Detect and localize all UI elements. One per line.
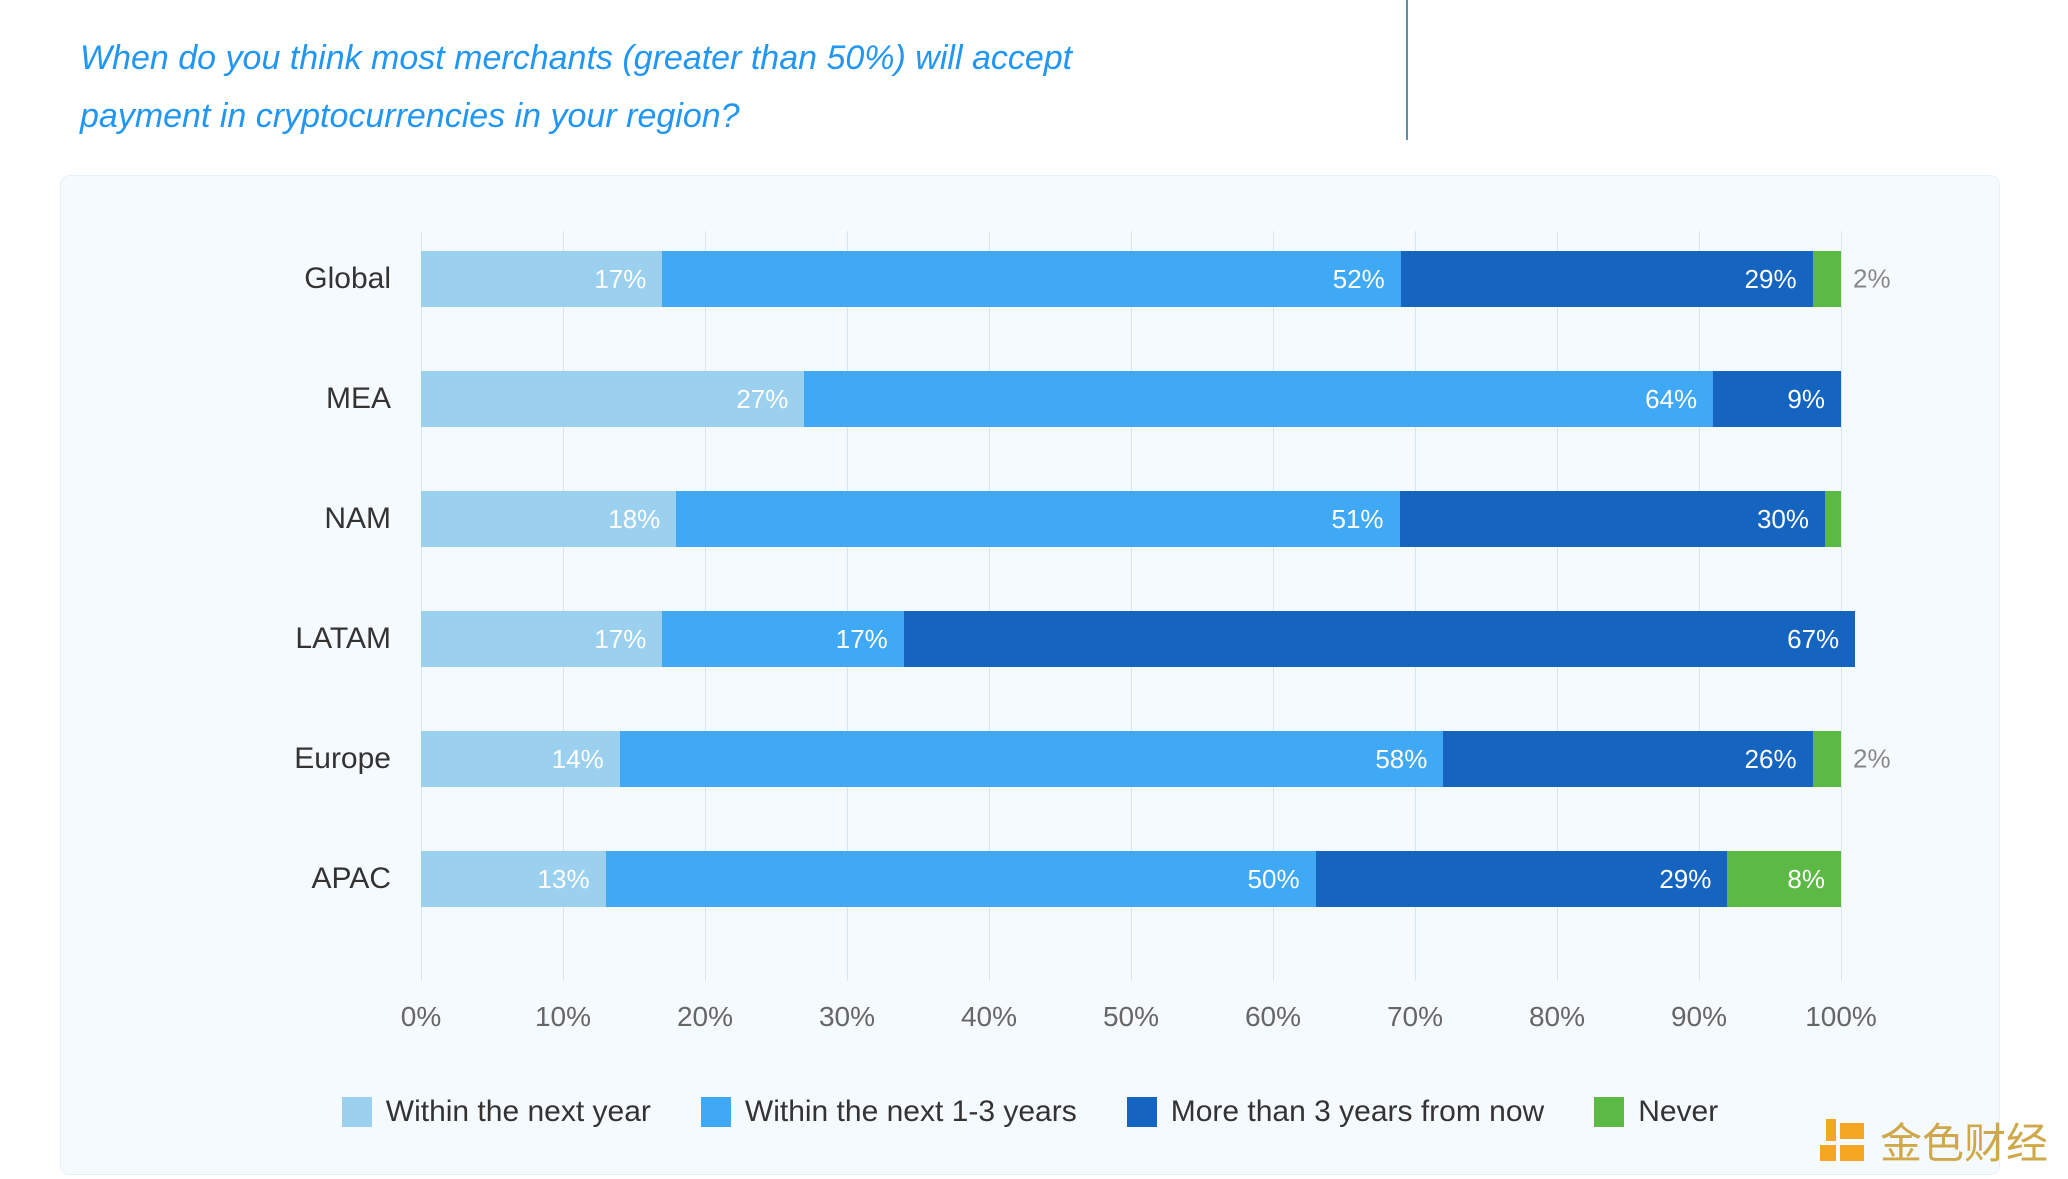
row-label: NAM [324,502,391,536]
row-label: APAC [312,862,391,896]
logo-icon [1816,1115,1868,1167]
chart-area: 0%10%20%30%40%50%60%70%80%90%100%Global1… [421,231,1841,981]
chart-panel: 0%10%20%30%40%50%60%70%80%90%100%Global1… [60,175,2000,1175]
row-label: MEA [326,382,391,416]
bar-segments: 17%17%67% [421,611,1855,667]
legend-label: More than 3 years from now [1171,1095,1545,1129]
bar-segment: 29% [1401,251,1813,307]
legend-item: More than 3 years from now [1127,1095,1545,1129]
legend-swatch [701,1097,731,1127]
bar-segments: 14%58%26% [421,731,1841,787]
bar-segment [1813,731,1841,787]
bar-row: Europe14%58%26%2% [421,731,1841,787]
bar-segment: 29% [1316,851,1728,907]
gridline [1841,231,1842,981]
x-tick: 70% [1387,1001,1443,1033]
bar-row: MEA27%64%9% [421,371,1841,427]
x-tick: 90% [1671,1001,1727,1033]
chart-legend: Within the next year Within the next 1-3 … [61,1095,1999,1129]
x-tick: 10% [535,1001,591,1033]
bar-segment: 17% [421,611,662,667]
bar-segments: 13%50%29%8% [421,851,1841,907]
row-label: Europe [294,742,391,776]
bar-row: NAM18%51%30% [421,491,1841,547]
x-tick: 20% [677,1001,733,1033]
x-tick: 40% [961,1001,1017,1033]
legend-label: Within the next year [386,1095,651,1129]
bar-segment [1825,491,1841,547]
watermark-text: 金色财经 [1880,1110,2048,1171]
bar-segment: 51% [676,491,1399,547]
page-root: When do you think most merchants (greate… [0,0,2068,1179]
legend-swatch [1594,1097,1624,1127]
bar-segment: 30% [1400,491,1825,547]
bar-segment: 67% [904,611,1855,667]
legend-swatch [342,1097,372,1127]
bar-row: Global17%52%29%2% [421,251,1841,307]
x-tick: 80% [1529,1001,1585,1033]
watermark: 金色财经 [1816,1110,2048,1171]
bar-segment: 14% [421,731,620,787]
bar-segment: 50% [606,851,1316,907]
bar-segment: 9% [1713,371,1841,427]
bar-segment: 64% [804,371,1713,427]
ext-label: 2% [1853,264,1891,295]
legend-item: Never [1594,1095,1718,1129]
legend-label: Within the next 1-3 years [745,1095,1077,1129]
chart-title: When do you think most merchants (greate… [80,30,1180,146]
bar-segments: 17%52%29% [421,251,1841,307]
bar-segment [1813,251,1841,307]
bar-segment: 27% [421,371,804,427]
legend-item: Within the next year [342,1095,651,1129]
accent-rule [1406,0,1408,140]
bar-segments: 27%64%9% [421,371,1841,427]
x-tick: 100% [1805,1001,1877,1033]
row-label: LATAM [295,622,391,656]
bar-segment: 18% [421,491,676,547]
bar-segment: 13% [421,851,606,907]
bar-row: LATAM17%17%67% [421,611,1841,667]
bar-row: APAC13%50%29%8% [421,851,1841,907]
row-label: Global [304,262,391,296]
ext-label: 2% [1853,744,1891,775]
bar-segment: 17% [662,611,903,667]
x-tick: 50% [1103,1001,1159,1033]
bar-segments: 18%51%30% [421,491,1841,547]
legend-swatch [1127,1097,1157,1127]
bar-segment: 58% [620,731,1444,787]
legend-item: Within the next 1-3 years [701,1095,1077,1129]
bar-segment: 26% [1443,731,1812,787]
x-tick: 0% [401,1001,441,1033]
bar-segment: 8% [1727,851,1841,907]
legend-label: Never [1638,1095,1718,1129]
x-tick: 60% [1245,1001,1301,1033]
bar-segment: 17% [421,251,662,307]
x-tick: 30% [819,1001,875,1033]
bar-segment: 52% [662,251,1400,307]
